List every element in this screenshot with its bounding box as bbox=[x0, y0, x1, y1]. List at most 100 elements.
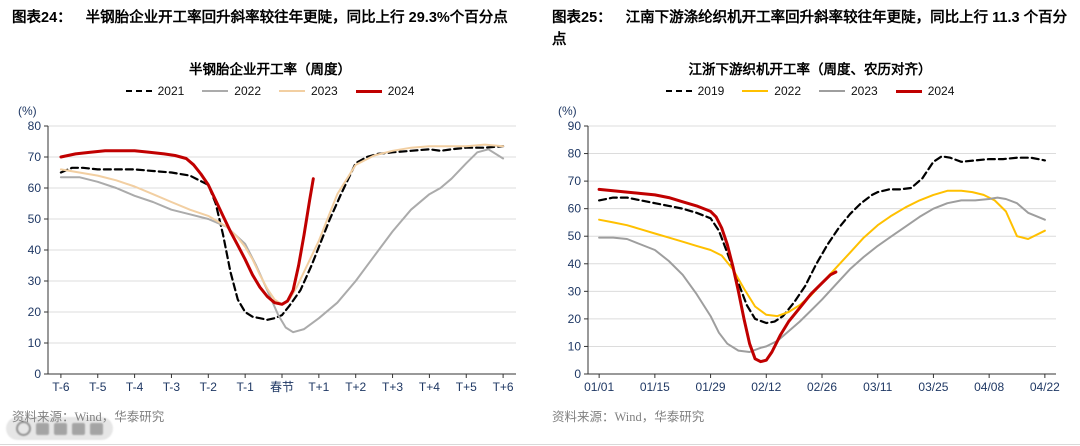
svg-text:T+2: T+2 bbox=[345, 380, 366, 394]
svg-text:60: 60 bbox=[568, 202, 582, 216]
svg-text:02/26: 02/26 bbox=[807, 380, 837, 394]
svg-text:50: 50 bbox=[28, 212, 42, 226]
svg-text:10: 10 bbox=[568, 339, 582, 353]
figure-24: 图表24： 半钢胎企业开工率回升斜率较往年更陡，同比上行 29.3%个百分点 半钢… bbox=[0, 0, 540, 445]
legend-item-2024: 2024 bbox=[895, 84, 955, 98]
legend-line-sample bbox=[895, 89, 922, 93]
series-line-2024 bbox=[59, 149, 315, 306]
svg-text:02/12: 02/12 bbox=[751, 380, 781, 394]
legend-item-2019: 2019 bbox=[665, 84, 725, 98]
svg-text:T-2: T-2 bbox=[200, 380, 218, 394]
watermark-glyph bbox=[90, 422, 103, 435]
svg-text:60: 60 bbox=[28, 181, 42, 195]
figure-heading-text: 江南下游涤纶织机开工率回升斜率较往年更陡，同比上行 11.3 个百分点 bbox=[552, 10, 1068, 48]
figure-tag: 图表24： bbox=[12, 10, 72, 26]
legend-item-2023: 2023 bbox=[819, 84, 878, 98]
svg-text:T+6: T+6 bbox=[493, 380, 514, 394]
legend-item-2021: 2021 bbox=[125, 84, 185, 98]
series-line-2021 bbox=[59, 145, 505, 321]
svg-text:80: 80 bbox=[28, 119, 42, 133]
svg-text:T-3: T-3 bbox=[163, 380, 181, 394]
axes bbox=[44, 125, 516, 378]
source-note: 资料来源：Wind，华泰研究 bbox=[12, 410, 165, 424]
legend-line-sample bbox=[819, 90, 845, 92]
chart-title: 江浙下游织机开工率（周度、农历对齐） bbox=[688, 62, 932, 77]
legend-label: 2019 bbox=[697, 84, 725, 98]
svg-text:01/29: 01/29 bbox=[696, 380, 726, 394]
series-line-2019 bbox=[598, 155, 1046, 325]
svg-text:T+1: T+1 bbox=[308, 380, 329, 394]
legend-item-2022: 2022 bbox=[202, 84, 261, 98]
legend-line-sample bbox=[742, 90, 769, 92]
figure-25: 图表25： 江南下游涤纶织机开工率回升斜率较往年更陡，同比上行 11.3 个百分点… bbox=[540, 0, 1080, 445]
legend-line-sample bbox=[125, 90, 152, 92]
svg-text:01/15: 01/15 bbox=[640, 380, 670, 394]
svg-text:0: 0 bbox=[34, 367, 41, 381]
line-chart-loom-operating-rate: 0 10 20 30 40 50 60 70 80 90 01/01 01/15 01/29 02/12 0… bbox=[558, 104, 1061, 394]
svg-text:T+3: T+3 bbox=[382, 380, 403, 394]
series-line-2023 bbox=[598, 196, 1046, 353]
figure-heading: 图表25： 江南下游涤纶织机开工率回升斜率较往年更陡，同比上行 11.3 个百分点 bbox=[552, 8, 1068, 52]
legend-label: 2024 bbox=[387, 84, 415, 98]
watermark-glyph bbox=[54, 422, 67, 435]
legend-label: 2021 bbox=[157, 84, 185, 98]
legend-label: 2024 bbox=[927, 84, 955, 98]
legend-label: 2022 bbox=[234, 84, 261, 98]
watermark-glyph bbox=[36, 422, 49, 435]
svg-text:70: 70 bbox=[568, 174, 582, 188]
gridlines bbox=[48, 125, 516, 344]
svg-text:80: 80 bbox=[568, 147, 582, 161]
svg-text:T-5: T-5 bbox=[89, 380, 107, 394]
y-axis-unit-label: (%) bbox=[18, 104, 37, 118]
svg-text:90: 90 bbox=[568, 119, 582, 133]
figure-heading-text: 半钢胎企业开工率回升斜率较往年更陡，同比上行 29.3%个百分点 bbox=[85, 10, 508, 26]
watermark bbox=[6, 417, 113, 440]
svg-text:30: 30 bbox=[568, 284, 582, 298]
legend-item-2022: 2022 bbox=[742, 84, 801, 98]
chart-title: 半钢胎企业开工率（周度） bbox=[189, 62, 351, 77]
svg-text:T-6: T-6 bbox=[52, 380, 70, 394]
figure-heading: 图表24： 半钢胎企业开工率回升斜率较往年更陡，同比上行 29.3%个百分点 bbox=[12, 8, 528, 52]
svg-text:01/01: 01/01 bbox=[584, 380, 614, 394]
chart-legend: 2021 2022 2023 2024 bbox=[12, 82, 528, 100]
figure-tag: 图表25： bbox=[552, 10, 612, 26]
svg-text:30: 30 bbox=[28, 274, 42, 288]
tick-labels: 0 10 20 30 40 50 60 70 80 T-6 T-5 T-4 T-3 T-2 T-1 春节 T+1… bbox=[28, 119, 514, 394]
svg-text:04/22: 04/22 bbox=[1030, 380, 1060, 394]
tick-labels: 0 10 20 30 40 50 60 70 80 90 01/01 01/15 01/29 02/12 0… bbox=[568, 119, 1061, 394]
svg-text:0: 0 bbox=[574, 367, 581, 381]
svg-text:70: 70 bbox=[28, 150, 42, 164]
series-line-2022 bbox=[59, 148, 505, 334]
legend-label: 2023 bbox=[311, 84, 338, 98]
watermark-glyph bbox=[72, 422, 85, 435]
svg-text:T+4: T+4 bbox=[419, 380, 440, 394]
watermark-logo-icon bbox=[16, 421, 31, 436]
legend-line-sample bbox=[279, 90, 305, 92]
series-line-2024 bbox=[597, 187, 838, 364]
svg-text:春节: 春节 bbox=[270, 380, 294, 394]
y-axis-unit-label: (%) bbox=[558, 104, 577, 118]
svg-text:T-4: T-4 bbox=[126, 380, 144, 394]
legend-line-sample bbox=[355, 89, 382, 93]
svg-text:03/11: 03/11 bbox=[863, 380, 892, 394]
legend-item-2024: 2024 bbox=[355, 84, 415, 98]
legend-item-2023: 2023 bbox=[279, 84, 338, 98]
svg-text:50: 50 bbox=[568, 229, 582, 243]
svg-text:40: 40 bbox=[568, 257, 582, 271]
legend-label: 2023 bbox=[851, 84, 878, 98]
svg-text:20: 20 bbox=[28, 305, 42, 319]
source-note: 资料来源：Wind，华泰研究 bbox=[552, 410, 705, 424]
svg-text:T+5: T+5 bbox=[456, 380, 477, 394]
axes bbox=[584, 125, 1056, 378]
gridlines bbox=[588, 125, 1056, 347]
legend-line-sample bbox=[665, 90, 692, 92]
svg-text:04/08: 04/08 bbox=[974, 380, 1004, 394]
legend-label: 2022 bbox=[774, 84, 801, 98]
svg-text:20: 20 bbox=[568, 312, 582, 326]
svg-text:03/25: 03/25 bbox=[918, 380, 948, 394]
svg-text:40: 40 bbox=[28, 243, 42, 257]
chart-legend: 2019 2022 2023 2024 bbox=[552, 82, 1068, 100]
svg-text:10: 10 bbox=[28, 336, 42, 350]
svg-text:T-1: T-1 bbox=[236, 380, 254, 394]
